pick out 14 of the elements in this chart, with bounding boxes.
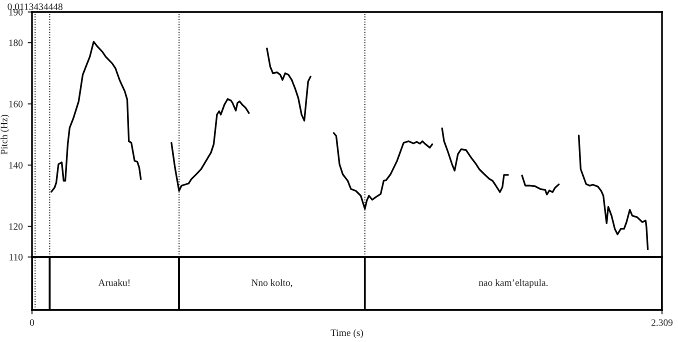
y-tick-label: 140 bbox=[9, 162, 23, 169]
y-tick-label: 190 bbox=[9, 8, 23, 16]
x-tick-label: 0 bbox=[30, 319, 34, 326]
y-axis-title: Pitch (Hz) bbox=[0, 114, 10, 154]
series-label: nao kam’eltapula. bbox=[478, 279, 548, 288]
x-axis-title: Time (s) bbox=[330, 329, 364, 338]
y-tick-label: 110 bbox=[10, 254, 23, 260]
ref-line-label: 0.0113434448 bbox=[8, 3, 62, 10]
series-label: Aruaku! bbox=[98, 279, 130, 286]
y-tick-label: 160 bbox=[9, 100, 23, 108]
y-tick-label: 180 bbox=[9, 40, 23, 46]
series-label: Nno kolto, bbox=[251, 279, 292, 288]
x-tick-label: 2.309 bbox=[651, 319, 673, 326]
y-tick-label: 120 bbox=[9, 223, 23, 230]
